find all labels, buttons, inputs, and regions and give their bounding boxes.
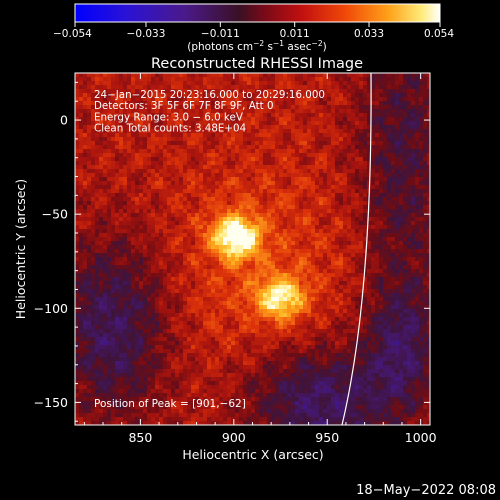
y-tick-label: −50 xyxy=(42,207,68,222)
axis-ticks xyxy=(75,73,430,425)
peak-position-label: Position of Peak = [901,−62] xyxy=(94,398,246,410)
x-tick-label: 900 xyxy=(222,430,246,445)
colorbar-tick-labels: −0.054 −0.033 −0.011 0.011 0.033 0.054 xyxy=(53,28,454,40)
colorbar-tick-label: −0.033 xyxy=(127,28,166,40)
colorbar-gradient xyxy=(74,3,441,23)
chart-title: Reconstructed RHESSI Image xyxy=(151,56,363,72)
y-tick-label: −100 xyxy=(34,301,68,316)
colorbar-ticks xyxy=(74,22,441,27)
colorbar-tick-label: 0.054 xyxy=(424,28,454,40)
colorbar-tick-label: 0.033 xyxy=(354,28,384,40)
x-tick-label: 1000 xyxy=(405,430,437,445)
y-tick-label: 0 xyxy=(60,113,68,128)
annotation-line: Clean Total counts: 3.48E+04 xyxy=(94,123,246,135)
x-axis-title: Heliocentric X (arcsec) xyxy=(182,447,323,462)
y-axis-title: Heliocentric Y (arcsec) xyxy=(13,179,28,319)
heatmap-layer xyxy=(75,73,430,425)
axis-tick-labels: 850 900 950 1000 0 −50 −100 −150 xyxy=(34,113,437,445)
colorbar-tick-label: −0.054 xyxy=(53,28,92,40)
colorbar-unit-label: (photons cm−2 s−1 asec−2) xyxy=(187,39,326,53)
annotation-line: Detectors: 3F 5F 6F 7F 8F 9F, Att 0 xyxy=(94,100,274,112)
annotation-line: Energy Range: 3.0 − 6.0 keV xyxy=(94,111,243,123)
x-tick-label: 950 xyxy=(315,430,339,445)
x-tick-label: 850 xyxy=(128,430,152,445)
annotation-block: 24−Jan−2015 20:23:16.000 to 20:29:16.000… xyxy=(94,89,325,135)
footer-timestamp: 18−May−2022 08:08 xyxy=(356,483,496,498)
colorbar-tick-label: −0.011 xyxy=(201,28,240,40)
solar-limb xyxy=(341,73,372,425)
annotation-line: 24−Jan−2015 20:23:16.000 to 20:29:16.000 xyxy=(94,89,325,101)
colorbar-tick-label: 0.011 xyxy=(280,28,310,40)
y-tick-label: −150 xyxy=(34,395,68,410)
